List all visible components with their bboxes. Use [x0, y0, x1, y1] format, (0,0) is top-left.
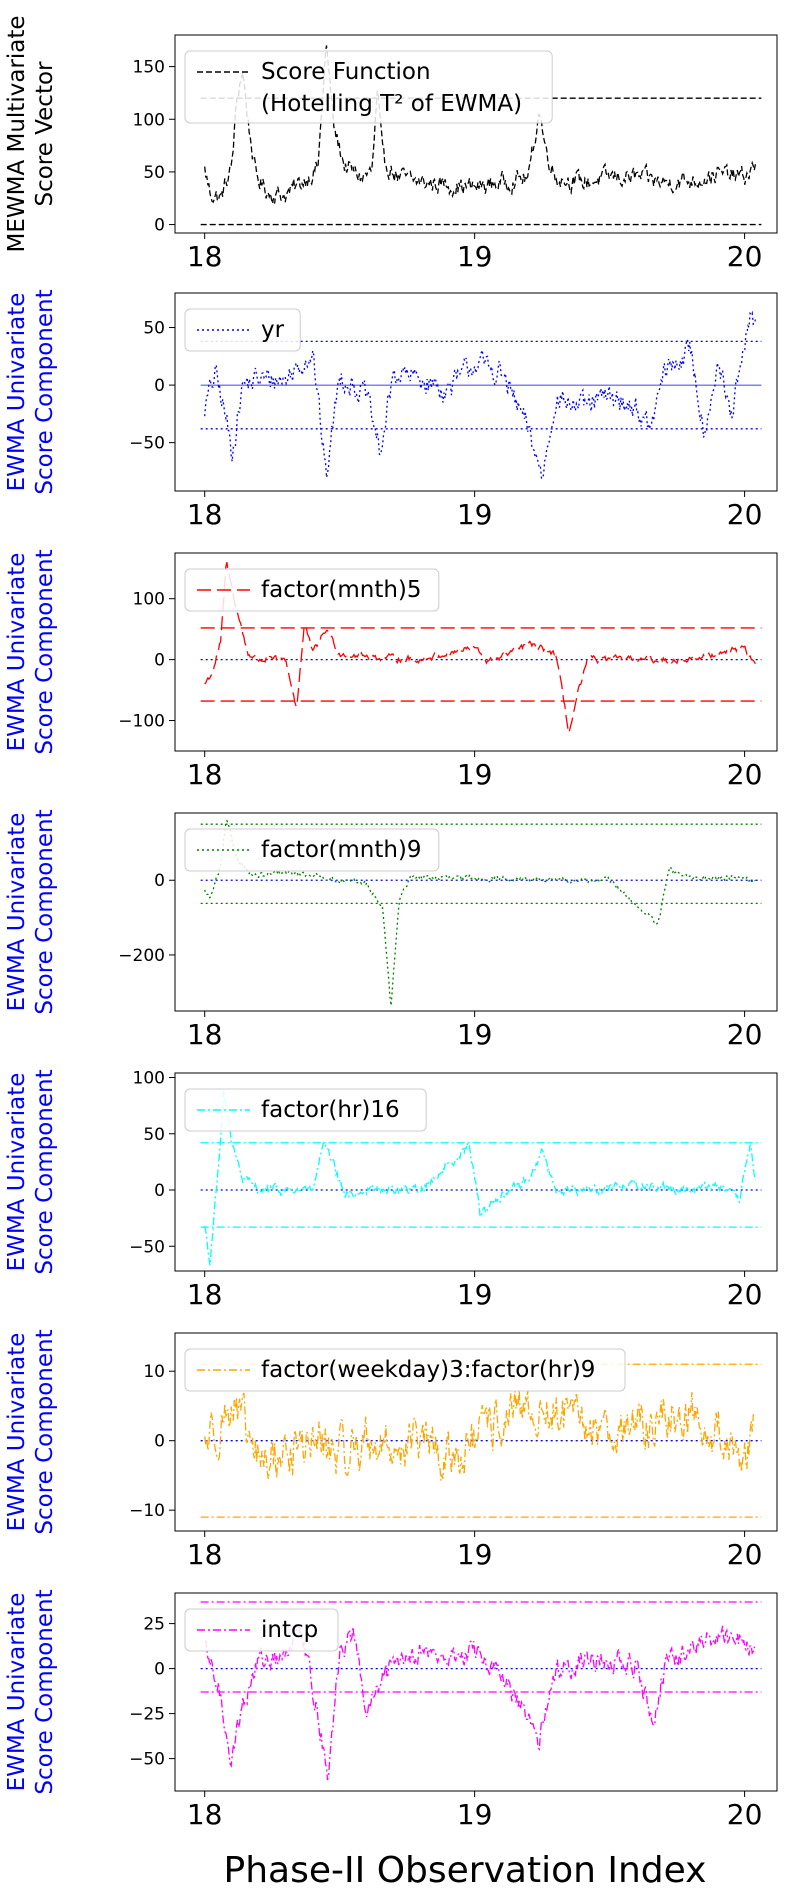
x-tick-label: 20	[727, 498, 763, 531]
x-tick-label: 20	[727, 758, 763, 791]
x-axis-label: Phase-II Observation Index	[224, 1850, 707, 1891]
legend-label: factor(hr)16	[261, 1097, 400, 1123]
y-tick-label: 0	[154, 216, 165, 236]
legend-label: yr	[261, 317, 285, 343]
legend-box	[184, 1348, 626, 1392]
x-tick-label: 19	[457, 1798, 493, 1831]
y-tick-label: −50	[129, 434, 165, 454]
y-tick-label: 25	[143, 1615, 165, 1635]
series-line	[204, 1623, 757, 1781]
y-axis-label: Score Vector	[32, 61, 58, 207]
x-tick-label: 18	[187, 1278, 223, 1311]
series-line	[204, 1389, 756, 1481]
plot-area-frame	[174, 1332, 778, 1532]
x-tick-label: 18	[187, 498, 223, 531]
legend-box	[184, 568, 440, 612]
series-line	[204, 45, 757, 204]
panel-7: −50 −25 0 25 18 19 20 EWMA Univariate Score Comp…	[4, 1589, 778, 1831]
y-tick-label: 150	[133, 58, 165, 78]
panel-2: −50 0 50 18 19 20 EWMA Univariate Score Compone…	[4, 289, 778, 531]
legend-label: (Hotelling T² of EWMA)	[261, 91, 522, 117]
plot-area-frame	[174, 1592, 778, 1792]
y-tick-label: 0	[154, 871, 165, 891]
y-axis-label: MEWMA Multivariate	[4, 15, 30, 252]
y-tick-label: 50	[143, 1125, 165, 1145]
legend-label: factor(weekday)3:factor(hr)9	[261, 1357, 595, 1383]
y-tick-label: −100	[118, 712, 165, 732]
legend-box	[184, 828, 440, 872]
y-axis-label: EWMA Univariate	[4, 1593, 30, 1792]
plot-area-frame	[174, 292, 778, 492]
legend-label: factor(mnth)5	[261, 577, 422, 603]
x-tick-label: 20	[727, 1018, 763, 1051]
x-tick-label: 19	[457, 240, 493, 273]
y-tick-label: −10	[129, 1501, 165, 1521]
x-tick-label: 18	[187, 240, 223, 273]
x-tick-label: 20	[727, 1278, 763, 1311]
x-tick-label: 19	[457, 1538, 493, 1571]
x-tick-label: 20	[727, 1538, 763, 1571]
y-axis-label: EWMA Univariate	[4, 1073, 30, 1272]
plot-area-frame	[174, 1072, 778, 1272]
plot-area-frame	[174, 812, 778, 1012]
x-tick-label: 19	[457, 498, 493, 531]
y-axis-label: Score Component	[32, 809, 58, 1014]
y-tick-label: 50	[143, 319, 165, 339]
panel-3: −100 0 100 18 19 20 EWMA Univariate Score Compo…	[4, 549, 778, 791]
y-tick-label: 10	[143, 1362, 165, 1382]
y-tick-label: 0	[154, 1181, 165, 1201]
plot-area-frame	[174, 552, 778, 752]
y-axis-label: Score Component	[32, 1069, 58, 1274]
panel-6: −10 0 10 18 19 20 EWMA Univariate Score Compone…	[4, 1329, 778, 1571]
legend-label: intcp	[261, 1617, 318, 1643]
y-tick-label: −200	[118, 946, 165, 966]
y-tick-label: 0	[154, 1432, 165, 1452]
y-axis-label: EWMA Univariate	[4, 293, 30, 492]
y-tick-label: 100	[133, 1069, 165, 1089]
y-axis-label: Score Component	[32, 1329, 58, 1534]
x-tick-label: 20	[727, 240, 763, 273]
y-tick-label: 0	[154, 651, 165, 671]
x-tick-label: 19	[457, 758, 493, 791]
x-tick-label: 18	[187, 1018, 223, 1051]
series-line	[204, 562, 756, 734]
series-line	[204, 819, 756, 1006]
x-tick-label: 19	[457, 1278, 493, 1311]
y-axis-label: Score Component	[32, 289, 58, 494]
x-tick-label: 18	[187, 1798, 223, 1831]
series-line	[204, 1089, 757, 1266]
legend-box	[184, 50, 553, 124]
y-axis-label: Score Component	[32, 1589, 58, 1794]
x-tick-label: 18	[187, 758, 223, 791]
y-tick-label: −25	[129, 1705, 165, 1725]
panel-4: −200 0 18 19 20 EWMA Univariate Score Componen…	[4, 809, 778, 1051]
legend-box	[184, 1608, 339, 1652]
y-tick-label: 0	[154, 376, 165, 396]
series-line	[204, 310, 757, 480]
x-tick-label: 19	[457, 1018, 493, 1051]
y-axis-label: Score Component	[32, 549, 58, 754]
plot-area-frame	[174, 34, 778, 234]
panel-5: −50 0 50 100 18 19 20 EWMA Univariate Score Comp…	[4, 1069, 778, 1311]
y-tick-label: 0	[154, 1660, 165, 1680]
y-tick-label: −50	[129, 1237, 165, 1257]
y-tick-label: 50	[143, 163, 165, 183]
y-axis-label: EWMA Univariate	[4, 1333, 30, 1532]
y-tick-label: −50	[129, 1750, 165, 1770]
y-tick-label: 100	[133, 110, 165, 130]
y-axis-label: EWMA Univariate	[4, 813, 30, 1012]
legend-label: factor(mnth)9	[261, 837, 422, 863]
panel-1: 0 50 100 150 18 19 20 MEWMA Multivariate Score V…	[4, 15, 778, 273]
x-tick-label: 20	[727, 1798, 763, 1831]
legend-label: Score Function	[261, 59, 431, 85]
y-axis-label: EWMA Univariate	[4, 553, 30, 752]
legend-box	[184, 1088, 427, 1132]
y-tick-label: 100	[133, 590, 165, 610]
x-tick-label: 18	[187, 1538, 223, 1571]
